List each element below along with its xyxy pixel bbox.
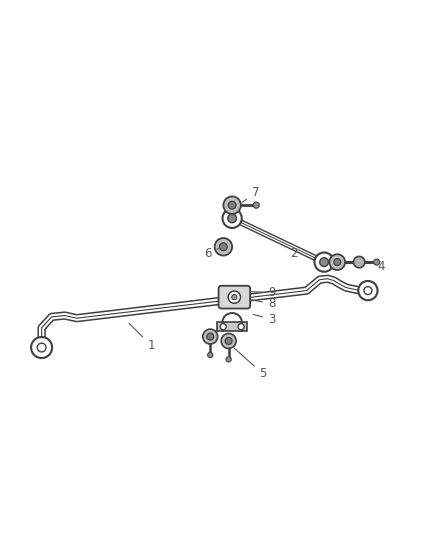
Circle shape (226, 357, 231, 362)
Text: 7: 7 (242, 187, 259, 202)
Circle shape (238, 324, 244, 330)
Circle shape (228, 201, 236, 209)
Circle shape (203, 329, 218, 344)
Circle shape (320, 258, 328, 266)
Circle shape (253, 202, 259, 208)
Text: 4: 4 (371, 260, 385, 273)
Text: 6: 6 (204, 247, 220, 260)
Circle shape (207, 333, 214, 340)
Text: 8: 8 (251, 297, 275, 310)
Circle shape (223, 197, 241, 214)
Text: 3: 3 (253, 312, 275, 326)
Circle shape (225, 337, 232, 344)
Circle shape (358, 281, 378, 300)
Text: 9: 9 (251, 286, 276, 300)
Circle shape (228, 291, 240, 303)
FancyBboxPatch shape (219, 286, 250, 309)
Circle shape (232, 295, 237, 300)
Circle shape (31, 337, 52, 358)
Text: 5: 5 (234, 348, 266, 381)
Circle shape (314, 253, 334, 272)
Circle shape (353, 256, 365, 268)
Circle shape (215, 238, 232, 255)
Circle shape (223, 209, 242, 228)
Text: 1: 1 (129, 323, 155, 352)
Circle shape (329, 254, 345, 270)
Circle shape (220, 324, 226, 330)
Circle shape (334, 259, 341, 265)
Circle shape (228, 214, 237, 223)
Text: 2: 2 (285, 247, 297, 260)
Circle shape (219, 243, 227, 251)
Circle shape (221, 334, 236, 349)
Circle shape (208, 352, 213, 358)
FancyBboxPatch shape (217, 322, 247, 332)
Circle shape (374, 259, 380, 265)
